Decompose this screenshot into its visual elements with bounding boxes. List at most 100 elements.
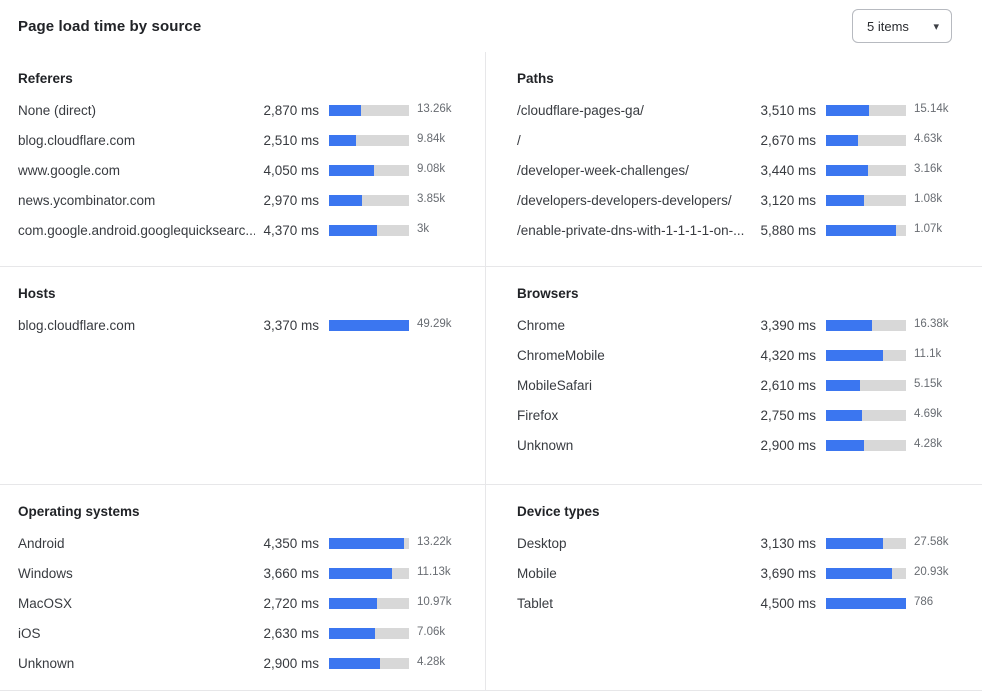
load-time-bar <box>826 597 906 609</box>
metric-row-none-direct-[interactable]: None (direct) 2,870 ms 13.26k <box>18 95 469 125</box>
metric-label: Unknown <box>18 655 75 671</box>
grid-row: Referers None (direct) 2,870 ms 13.26k blog.… <box>0 52 982 267</box>
load-time-bar-fill <box>826 134 858 146</box>
metric-load-time: 2,970 ms <box>263 192 319 208</box>
metric-count: 5.15k <box>914 378 943 390</box>
metric-row-desktop[interactable]: Desktop 3,130 ms 27.58k <box>517 528 966 558</box>
metric-row-mobile[interactable]: Mobile 3,690 ms 20.93k <box>517 558 966 588</box>
load-time-bar-fill <box>826 194 864 206</box>
metric-label: Chrome <box>517 317 566 333</box>
metric-count: 7.06k <box>417 626 446 638</box>
metric-label: / <box>517 132 521 148</box>
load-time-bar-fill <box>826 597 906 609</box>
metric-label: blog.cloudflare.com <box>18 317 136 333</box>
metric-label: Android <box>18 535 65 551</box>
metric-count: 13.26k <box>417 103 452 115</box>
page-title: Page load time by source <box>18 17 202 35</box>
load-time-bar <box>329 224 409 236</box>
metric-label: Unknown <box>517 437 574 453</box>
metric-row-chromemobile[interactable]: ChromeMobile 4,320 ms 11.1k <box>517 340 966 370</box>
panels-grid: Referers None (direct) 2,870 ms 13.26k blog.… <box>0 52 982 691</box>
metric-row-unknown[interactable]: Unknown 2,900 ms 4.28k <box>517 430 966 460</box>
panel-title-browsers: Browsers <box>517 286 579 301</box>
metric-label: Windows <box>18 565 73 581</box>
metric-count: 4.28k <box>417 656 446 668</box>
metric-count: 13.22k <box>417 536 452 548</box>
load-time-bar-fill <box>329 537 405 549</box>
metric-label: Desktop <box>517 535 567 551</box>
metric-load-time: 3,440 ms <box>760 162 816 178</box>
metric-label: Tablet <box>517 595 554 611</box>
metric-label: /developers-developers-developers/ <box>517 192 732 208</box>
panel-device-types: Device types Desktop 3,130 ms 27.58k Mobile 3… <box>486 485 982 690</box>
load-time-bar-fill <box>826 409 862 421</box>
metric-count: 3k <box>417 223 430 235</box>
metric-label: com.google.android.googlequicksearc... <box>18 222 256 238</box>
metric-label: Mobile <box>517 565 557 581</box>
metric-load-time: 3,660 ms <box>263 565 319 581</box>
load-time-bar <box>826 319 906 331</box>
load-time-bar-fill <box>329 627 375 639</box>
metric-load-time: 3,130 ms <box>760 535 816 551</box>
items-count-value: 5 items <box>867 18 909 34</box>
metric-label: ChromeMobile <box>517 347 605 363</box>
metric-count: 9.08k <box>417 163 446 175</box>
metric-row-com-google-android-googlequicksearc-[interactable]: com.google.android.googlequicksearc... 4,… <box>18 215 469 245</box>
load-time-bar <box>329 319 409 331</box>
metric-row-chrome[interactable]: Chrome 3,390 ms 16.38k <box>517 310 966 340</box>
load-time-bar-fill <box>329 104 361 116</box>
load-time-bar <box>826 224 906 236</box>
metric-row--enable-private-dns-with-1-1-1-1-on-[interactable]: /enable-private-dns-with-1-1-1-1-on-... 5… <box>517 215 966 245</box>
metric-row--developers-developers-developers-[interactable]: /developers-developers-developers/3,120 … <box>517 185 966 215</box>
metric-load-time: 4,350 ms <box>263 535 319 551</box>
metric-row--cloudflare-pages-ga-[interactable]: /cloudflare-pages-ga/3,510 ms 15.14k <box>517 95 966 125</box>
load-time-bar <box>826 134 906 146</box>
panel-title-hosts: Hosts <box>18 286 56 301</box>
panel-browsers: Browsers Chrome 3,390 ms 16.38k ChromeMobile… <box>486 267 982 484</box>
metric-load-time: 4,050 ms <box>263 162 319 178</box>
metric-row-blog-cloudflare-com[interactable]: blog.cloudflare.com 3,370 ms 49.29k <box>18 310 469 340</box>
metric-row-firefox[interactable]: Firefox 2,750 ms 4.69k <box>517 400 966 430</box>
load-time-bar <box>826 104 906 116</box>
metric-load-time: 4,500 ms <box>760 595 816 611</box>
load-time-bar <box>826 194 906 206</box>
metric-row--[interactable]: / 2,670 ms 4.63k <box>517 125 966 155</box>
panel-title-operating-systems: Operating systems <box>18 504 140 519</box>
load-time-bar <box>826 537 906 549</box>
metric-load-time: 3,370 ms <box>263 317 319 333</box>
metric-row-android[interactable]: Android 4,350 ms 13.22k <box>18 528 469 558</box>
grid-row: Hosts blog.cloudflare.com 3,370 ms 49.29k Br… <box>0 267 982 485</box>
metric-count: 4.63k <box>914 133 943 145</box>
metric-row--developer-week-challenges-[interactable]: /developer-week-challenges/3,440 ms 3.16k <box>517 155 966 185</box>
metric-row-ios[interactable]: iOS 2,630 ms 7.06k <box>18 618 469 648</box>
items-count-select[interactable]: 5 items ▾ <box>852 9 952 43</box>
load-time-bar <box>826 439 906 451</box>
load-time-bar-fill <box>329 134 357 146</box>
metric-label: iOS <box>18 625 41 641</box>
metric-row-news-ycombinator-com[interactable]: news.ycombinator.com 2,970 ms 3.85k <box>18 185 469 215</box>
load-time-bar-fill <box>826 567 892 579</box>
metric-row-macosx[interactable]: MacOSX 2,720 ms 10.97k <box>18 588 469 618</box>
metric-load-time: 2,670 ms <box>760 132 816 148</box>
load-time-bar <box>329 194 409 206</box>
metric-count: 1.07k <box>914 223 943 235</box>
metric-row-windows[interactable]: Windows 3,660 ms 11.13k <box>18 558 469 588</box>
metric-row-tablet[interactable]: Tablet 4,500 ms 786 <box>517 588 966 618</box>
metric-label: news.ycombinator.com <box>18 192 156 208</box>
chevron-down-icon: ▾ <box>933 20 939 33</box>
metric-count: 4.28k <box>914 438 943 450</box>
metric-row-blog-cloudflare-com[interactable]: blog.cloudflare.com 2,510 ms 9.84k <box>18 125 469 155</box>
metric-row-mobilesafari[interactable]: MobileSafari 2,610 ms 5.15k <box>517 370 966 400</box>
load-time-bar <box>329 627 409 639</box>
metric-count: 1.08k <box>914 193 943 205</box>
metric-count: 3.16k <box>914 163 943 175</box>
metric-row-unknown[interactable]: Unknown 2,900 ms 4.28k <box>18 648 469 678</box>
metric-load-time: 4,370 ms <box>263 222 319 238</box>
metric-row-www-google-com[interactable]: www.google.com 4,050 ms 9.08k <box>18 155 469 185</box>
metric-load-time: 2,510 ms <box>263 132 319 148</box>
load-time-bar <box>826 379 906 391</box>
metric-load-time: 4,320 ms <box>760 347 816 363</box>
metric-load-time: 3,690 ms <box>760 565 816 581</box>
load-time-bar <box>329 567 409 579</box>
panel-referers: Referers None (direct) 2,870 ms 13.26k blog.… <box>0 52 486 266</box>
